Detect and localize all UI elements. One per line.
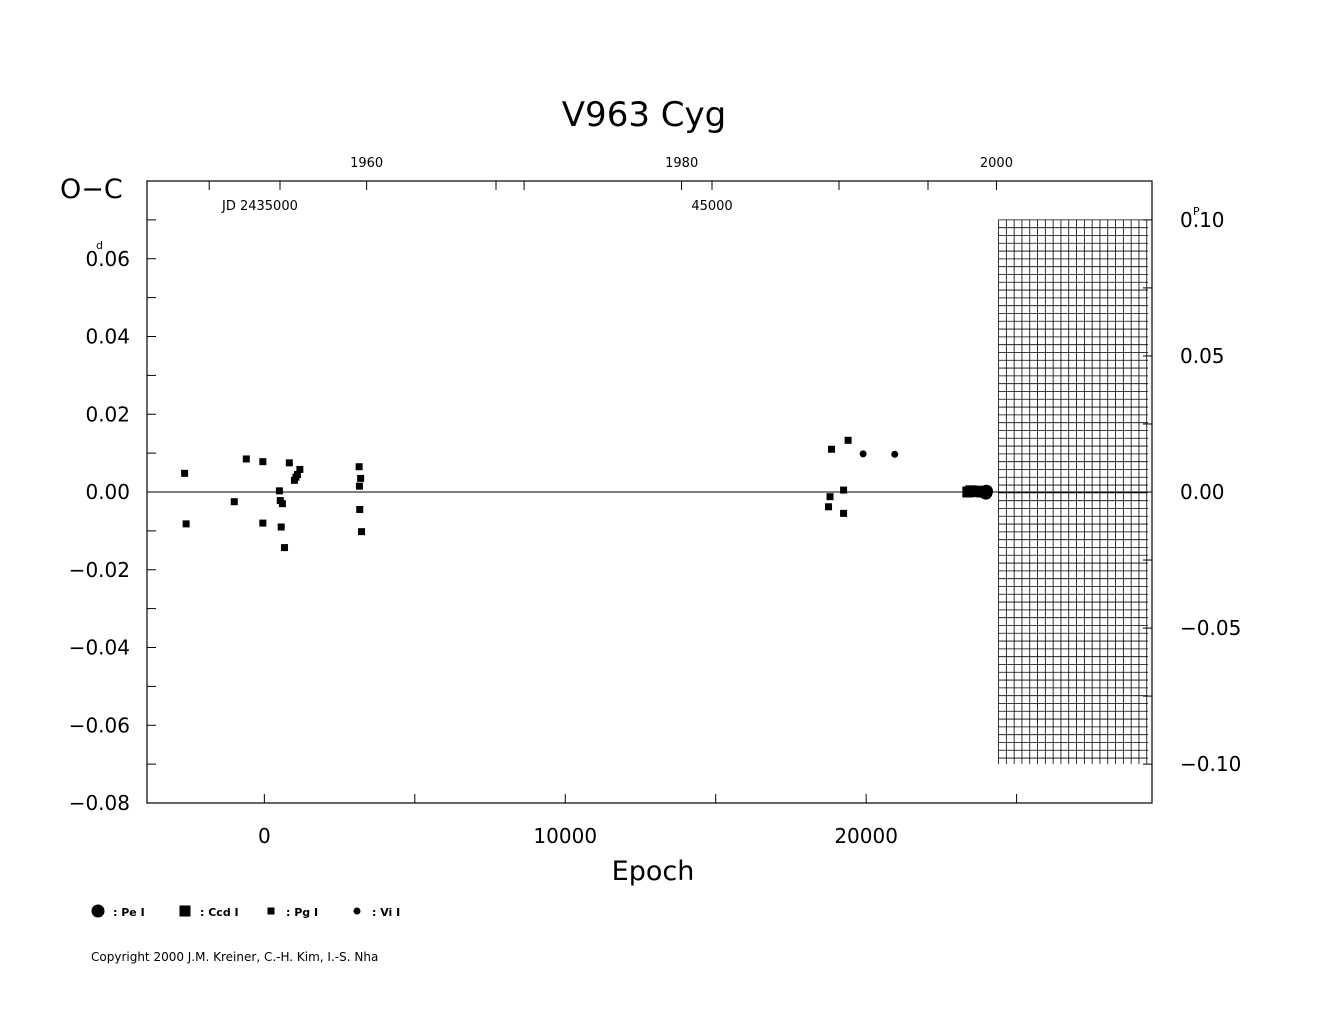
data-point-vi — [859, 450, 867, 458]
y-tick-label: −0.04 — [69, 636, 130, 660]
data-point-pg — [278, 500, 286, 508]
copyright: Copyright 2000 J.M. Kreiner, C.-H. Kim, … — [91, 950, 378, 964]
data-point-pg — [355, 482, 363, 490]
x-tick-label: 20000 — [834, 824, 898, 848]
data-point-pg — [230, 498, 238, 506]
top-year-label: 2000 — [980, 156, 1013, 171]
legend-symbol-3 — [267, 907, 275, 915]
data-point-pg — [355, 463, 363, 471]
data-point-pg — [293, 471, 301, 479]
data-point-pg — [277, 523, 285, 531]
jd-label-45000: 45000 — [691, 199, 732, 214]
legend-symbol-4 — [353, 907, 361, 915]
x-tick-label: 0 — [258, 824, 271, 848]
data-point-pg — [259, 458, 267, 466]
y-tick-label: 0.06 — [85, 247, 130, 271]
data-point-pg — [826, 493, 834, 501]
data-point-pg — [828, 445, 836, 453]
right-tick-label: 0.00 — [1180, 480, 1225, 504]
y-tick-label: 0.02 — [85, 402, 130, 426]
y-axis-label: O−C — [60, 174, 123, 205]
y-tick-label: 0.00 — [85, 480, 130, 504]
right-tick-label: −0.10 — [1180, 752, 1241, 776]
right-tick-label: −0.05 — [1180, 616, 1241, 640]
chart-title: V963 Cyg — [562, 95, 726, 135]
y-tick-label: −0.06 — [69, 713, 130, 737]
right-tick-label: 0.10 — [1180, 208, 1225, 232]
legend-label: : Vi I — [372, 906, 400, 919]
data-point-pg — [358, 528, 366, 536]
data-point-pg — [356, 505, 364, 513]
legend-label: : Pe I — [113, 906, 145, 919]
data-point-pg — [844, 436, 852, 444]
data-point-pg — [285, 459, 293, 467]
data-point-ccd — [976, 486, 988, 498]
legend-label: : Pg I — [286, 906, 318, 919]
x-axis-label: Epoch — [612, 856, 695, 887]
y-tick-label: 0.04 — [85, 325, 130, 349]
jd-label: JD 2435000 — [221, 199, 298, 214]
data-point-pg — [840, 486, 848, 494]
data-point-pg — [825, 503, 833, 511]
data-point-pg — [357, 474, 365, 482]
right-axis-unit: P — [1193, 205, 1200, 218]
y-tick-label: −0.02 — [69, 558, 130, 582]
x-tick-label: 10000 — [533, 824, 597, 848]
data-point-pg — [840, 509, 848, 517]
data-point-vi — [891, 450, 899, 458]
top-year-label: 1960 — [350, 156, 383, 171]
data-point-pg — [259, 519, 267, 527]
data-point-pg — [275, 487, 283, 495]
y-axis-unit: d — [96, 239, 103, 252]
data-point-pg — [242, 455, 250, 463]
legend-symbol-2 — [179, 905, 191, 917]
data-point-pg — [296, 465, 304, 473]
y-tick-label: −0.08 — [69, 791, 130, 815]
legend-label: : Ccd I — [200, 906, 239, 919]
legend-symbol-1 — [91, 904, 105, 918]
data-point-pg — [181, 469, 189, 477]
data-point-pg — [281, 544, 289, 552]
data-point-pg — [182, 520, 190, 528]
right-tick-label: 0.05 — [1180, 344, 1225, 368]
top-year-label: 1980 — [665, 156, 698, 171]
